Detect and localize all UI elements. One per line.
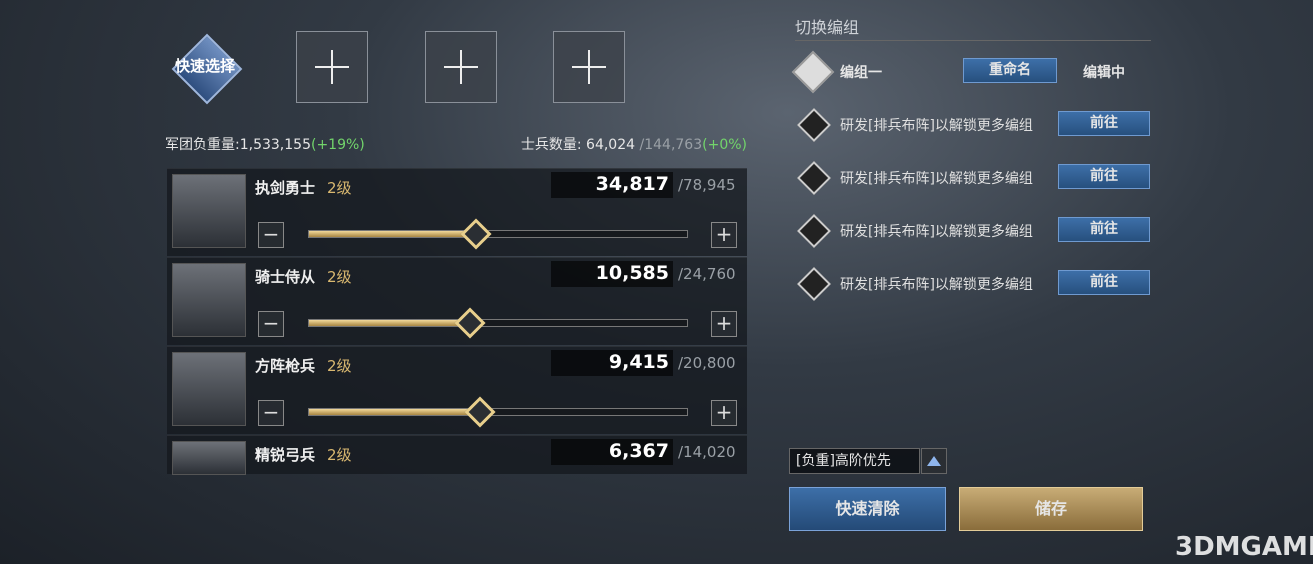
- soldier-stat: 士兵数量: 64,024 /144,763(+0%): [521, 134, 747, 154]
- unit-count: 9,415: [608, 351, 669, 373]
- unit-level: 2级: [327, 268, 352, 286]
- group-status: 编辑中: [1083, 65, 1125, 81]
- locked-text: 研发[排兵布阵]以解锁更多编组: [840, 224, 1033, 240]
- slider-knob[interactable]: [464, 396, 496, 428]
- unit-portrait: [172, 441, 246, 475]
- rename-button[interactable]: 重命名: [963, 58, 1057, 83]
- sort-dropdown[interactable]: [负重]高阶优先: [789, 448, 920, 474]
- slider-track[interactable]: [308, 319, 688, 327]
- unit-count: 6,367: [608, 440, 669, 462]
- unit-max: /20,800: [678, 354, 736, 372]
- slider-knob[interactable]: [460, 218, 492, 250]
- go-button[interactable]: 前往: [1058, 111, 1150, 136]
- unit-row: 骑士侍从 2级 10,585/24,760 − +: [167, 257, 747, 345]
- count-box: 6,367: [551, 439, 673, 465]
- go-button[interactable]: 前往: [1058, 164, 1150, 189]
- watermark: 3DMGAME: [1175, 532, 1313, 562]
- panel-title: 切换编组: [795, 18, 860, 37]
- slider-fill: [309, 320, 471, 326]
- count-box: 9,415: [551, 350, 673, 376]
- load-label: 军团负重量:: [165, 137, 240, 153]
- sort-toggle[interactable]: [921, 448, 947, 474]
- lock-icon: [797, 267, 831, 301]
- minus-button[interactable]: −: [258, 222, 284, 248]
- locked-text: 研发[排兵布阵]以解锁更多编组: [840, 277, 1033, 293]
- unit-level: 2级: [327, 446, 352, 464]
- add-slot[interactable]: [553, 31, 625, 103]
- lock-icon: [797, 108, 831, 142]
- minus-button[interactable]: −: [258, 400, 284, 426]
- load-change: (+19%): [310, 137, 365, 153]
- count-box: 10,585: [551, 261, 673, 287]
- slider-fill: [309, 409, 481, 415]
- soldier-label: 士兵数量:: [520, 137, 582, 153]
- count-box: 34,817: [551, 172, 673, 198]
- clear-button[interactable]: 快速清除: [789, 487, 946, 531]
- load-value: 1,533,155: [239, 137, 311, 153]
- unit-row: 方阵枪兵 2级 9,415/20,800 − +: [167, 346, 747, 434]
- unit-name: 精锐弓兵: [255, 446, 316, 464]
- unit-portrait: [172, 263, 246, 337]
- lock-icon: [797, 161, 831, 195]
- lock-icon: [797, 214, 831, 248]
- unit-name: 骑士侍从: [255, 268, 316, 286]
- save-button[interactable]: 储存: [959, 487, 1143, 531]
- minus-button[interactable]: −: [258, 311, 284, 337]
- unit-name: 执剑勇士: [255, 179, 316, 197]
- slider-fill: [309, 231, 476, 237]
- unit-portrait: [172, 352, 246, 426]
- locked-text: 研发[排兵布阵]以解锁更多编组: [840, 171, 1033, 187]
- slider-knob[interactable]: [454, 307, 486, 339]
- unit-name: 方阵枪兵: [255, 357, 316, 375]
- group-icon: [791, 50, 835, 94]
- unit-max: /78,945: [678, 176, 736, 194]
- soldier-change: (+0%): [702, 137, 747, 153]
- quick-select-label[interactable]: 快速选择: [174, 57, 235, 75]
- unit-portrait: [172, 174, 246, 248]
- unit-max: /24,760: [678, 265, 736, 283]
- plus-button[interactable]: +: [711, 311, 737, 337]
- go-button[interactable]: 前往: [1058, 270, 1150, 295]
- unit-count: 10,585: [595, 262, 669, 284]
- unit-row: 精锐弓兵 2级 6,367/14,020: [167, 435, 747, 475]
- go-button[interactable]: 前往: [1058, 217, 1150, 242]
- slider-track[interactable]: [308, 230, 688, 238]
- group-name: 编组一: [840, 65, 882, 81]
- unit-count: 34,817: [595, 173, 669, 195]
- unit-level: 2级: [327, 357, 352, 375]
- soldier-max: /144,763: [639, 137, 703, 153]
- locked-text: 研发[排兵布阵]以解锁更多编组: [840, 118, 1033, 134]
- divider: [795, 40, 1151, 41]
- unit-level: 2级: [327, 179, 352, 197]
- add-slot[interactable]: [425, 31, 497, 103]
- unit-row: 执剑勇士 2级 34,817/78,945 − +: [167, 168, 747, 256]
- plus-button[interactable]: +: [711, 400, 737, 426]
- slider-track[interactable]: [308, 408, 688, 416]
- soldier-value: 64,024: [586, 137, 636, 153]
- add-slot[interactable]: [296, 31, 368, 103]
- load-stat: 军团负重量:1,533,155(+19%): [165, 134, 365, 154]
- unit-max: /14,020: [678, 443, 736, 461]
- plus-button[interactable]: +: [711, 222, 737, 248]
